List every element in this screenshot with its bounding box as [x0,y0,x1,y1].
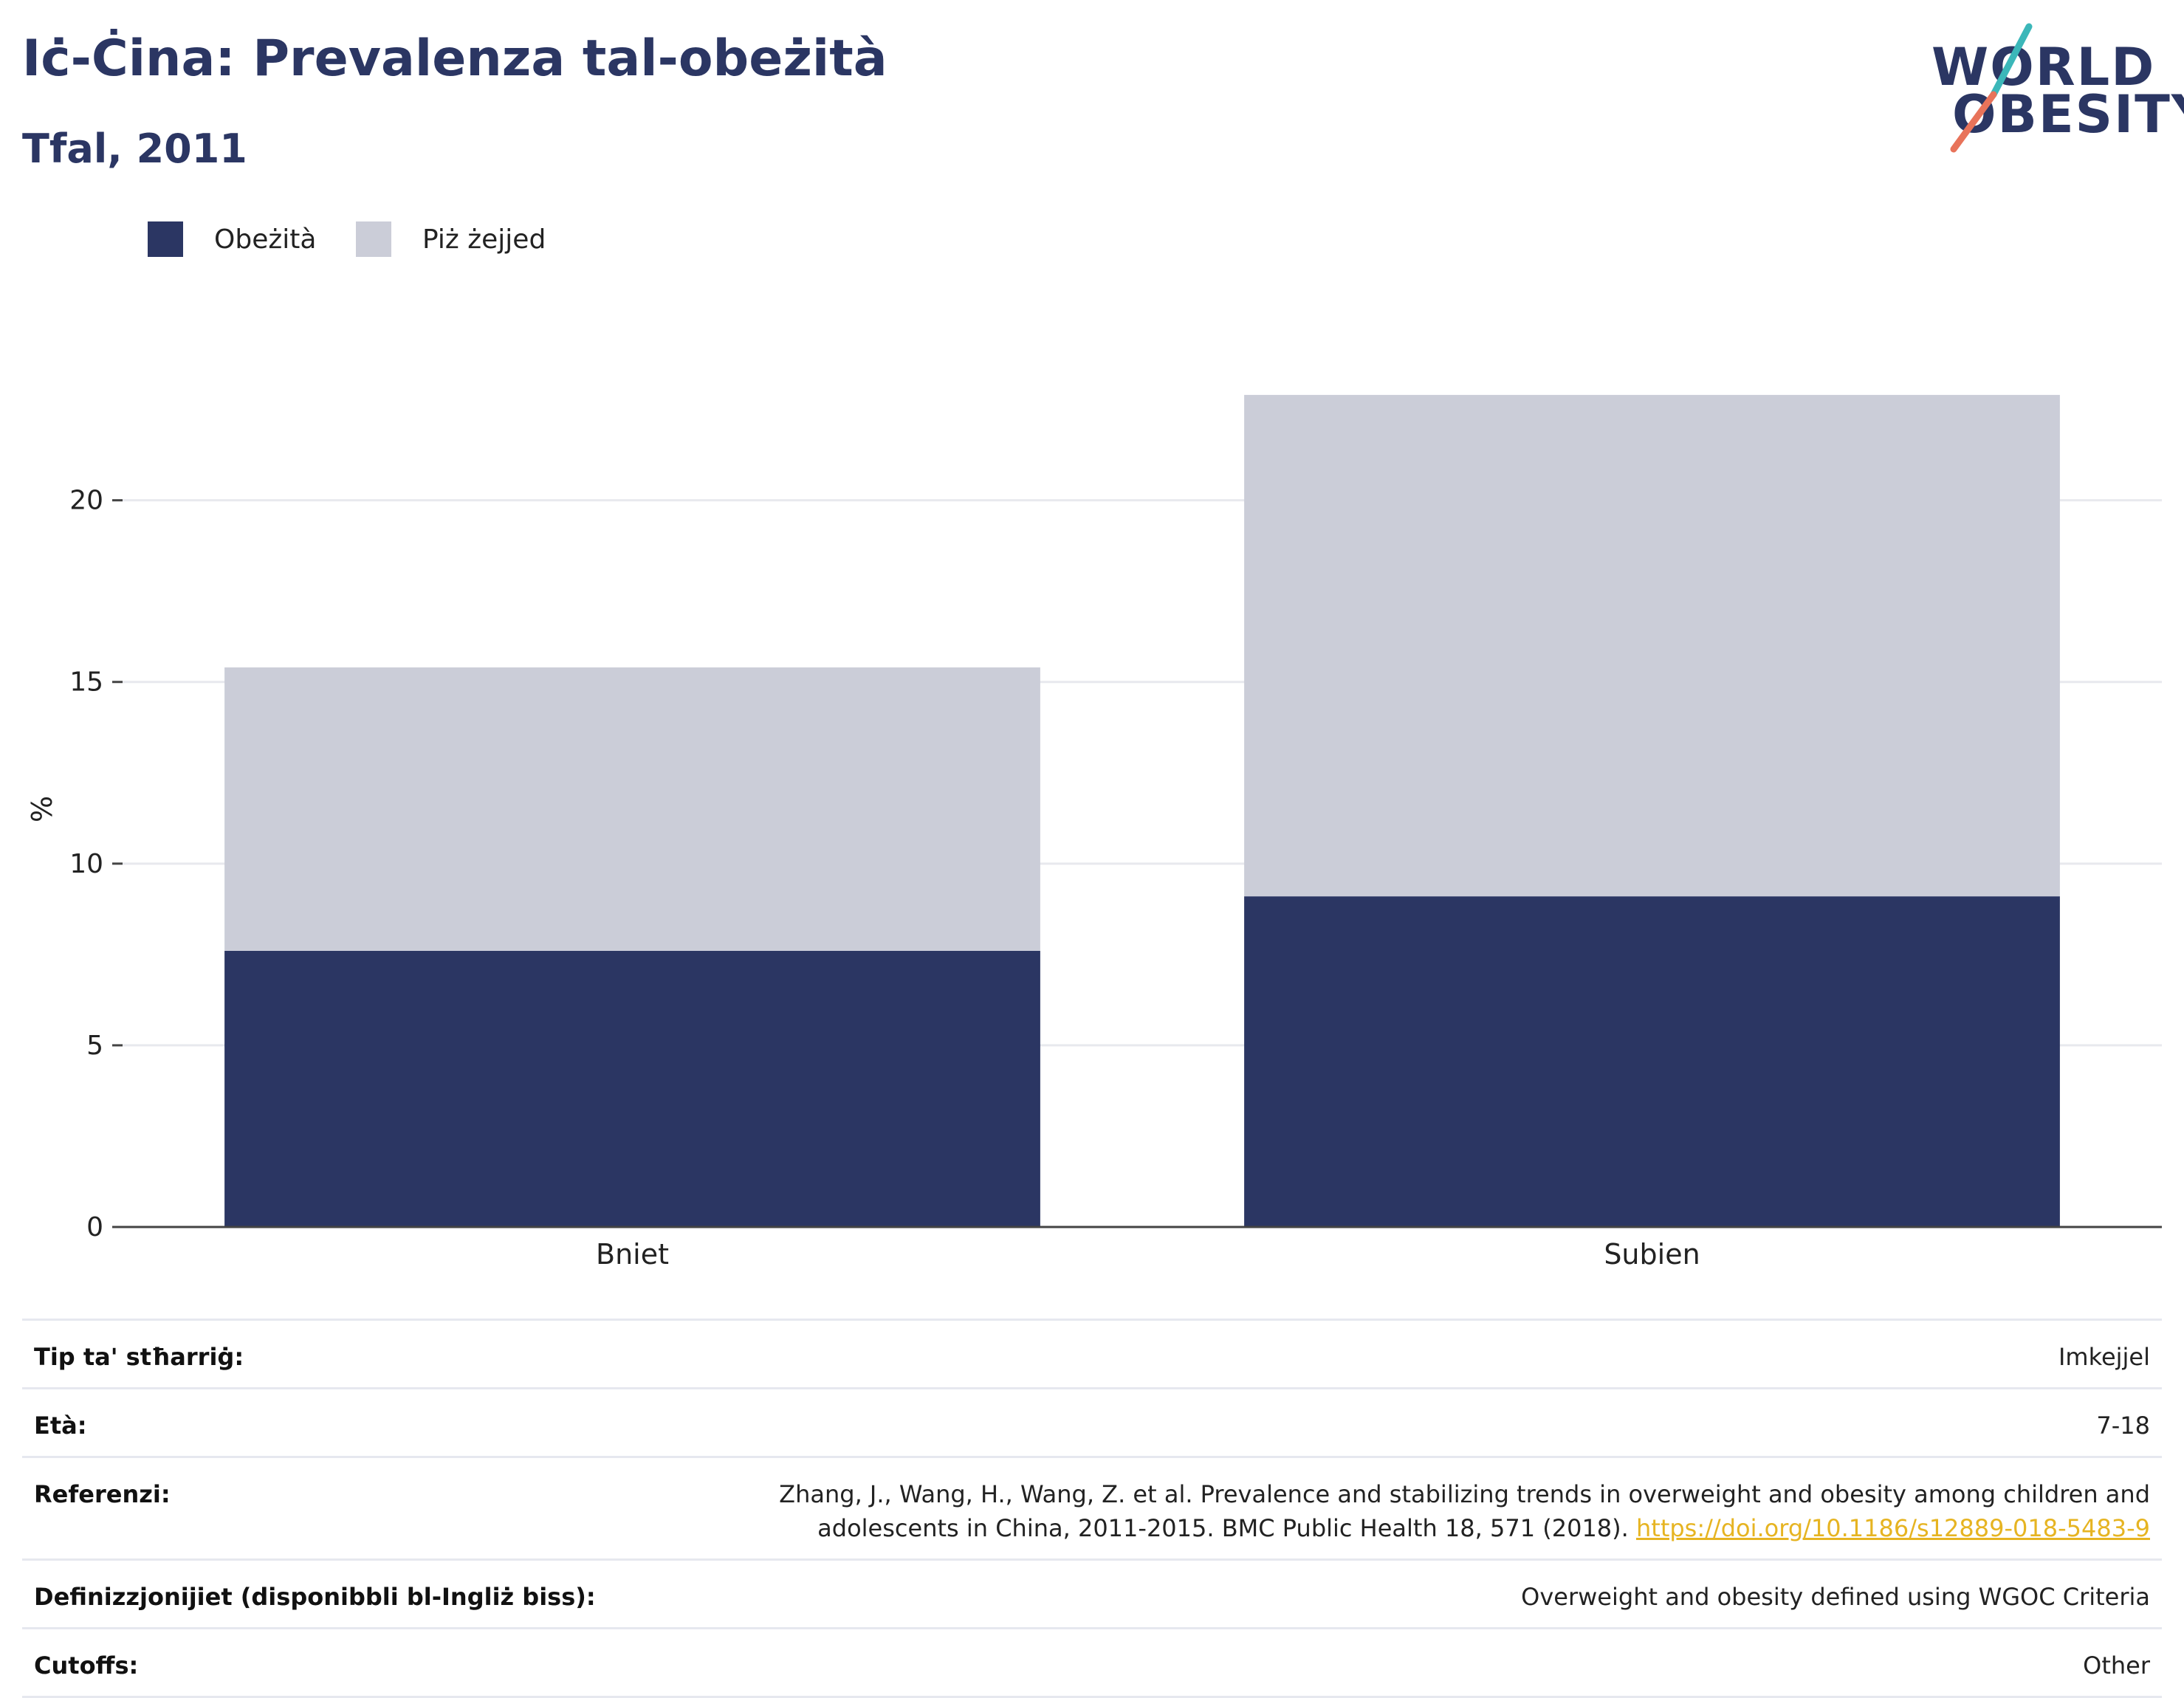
info-value: Imkejjel [2058,1343,2150,1371]
info-label: Referenzi: [34,1480,171,1508]
info-row-cutoffs: Cutoffs: Other [22,1627,2162,1698]
legend-swatch-obesity [148,221,183,257]
info-value: 7-18 [2096,1412,2150,1440]
legend-label-overweight: Piż żejjed [422,224,546,255]
bar-segment [1244,896,2060,1227]
reference-text: Zhang, J., Wang, H., Wang, Z. et al. Pre… [779,1480,2150,1542]
metadata-table: Tip ta' stħarriġ: Imkejjel Età: 7-18 Ref… [22,1319,2162,1698]
logo-slash-icon [1950,23,2033,153]
legend-swatch-overweight [356,221,391,257]
info-row-survey-type: Tip ta' stħarriġ: Imkejjel [22,1319,2162,1387]
bar-segment [224,667,1040,951]
y-tick-label: 15 [69,667,103,698]
x-axis-ticks: Bniet Subien [596,1238,1700,1271]
info-label: Età: [34,1412,87,1440]
reference-doi-link[interactable]: https://doi.org/10.1186/s12889-018-5483-… [1635,1514,2150,1542]
info-row-age: Età: 7-18 [22,1387,2162,1456]
info-row-definitions: Definizzjonijiet (disponibbli bl-Ingliż … [22,1558,2162,1627]
x-tick-label: Subien [1604,1238,1700,1271]
x-tick-label: Bniet [596,1238,669,1271]
bars [224,394,2060,1227]
logo-word-world: WORLD [1931,37,2156,97]
bar-segment [1244,394,2060,897]
info-value: Other [2083,1651,2150,1680]
y-tick-label: 5 [86,1031,103,1061]
y-tick-label: 20 [69,486,103,516]
y-tick-label: 0 [86,1212,103,1242]
bar-chart: 0 5 10 15 20 Bniet Subien % [26,394,2162,1271]
info-value-reference: Zhang, J., Wang, H., Wang, Z. et al. Pre… [636,1477,2150,1545]
info-label: Definizzjonijiet (disponibbli bl-Ingliż … [34,1583,596,1611]
info-row-references: Referenzi: Zhang, J., Wang, H., Wang, Z.… [22,1456,2162,1558]
world-obesity-logo: WORLD OBESITY [1920,21,2184,161]
info-label: Cutoffs: [34,1651,139,1680]
y-axis-ticks: 0 5 10 15 20 [69,486,123,1242]
chart-title: Iċ-Ċina: Prevalenza tal-obeżità [22,30,887,88]
info-value: Overweight and obesity defined using WGO… [1521,1583,2150,1611]
bar-segment [224,950,1040,1227]
chart-subtitle: Tfal, 2011 [22,126,247,172]
y-tick-label: 10 [69,849,103,879]
y-axis-label: % [26,796,58,822]
info-label: Tip ta' stħarriġ: [34,1343,244,1371]
legend-label-obesity: Obeżità [214,224,317,255]
